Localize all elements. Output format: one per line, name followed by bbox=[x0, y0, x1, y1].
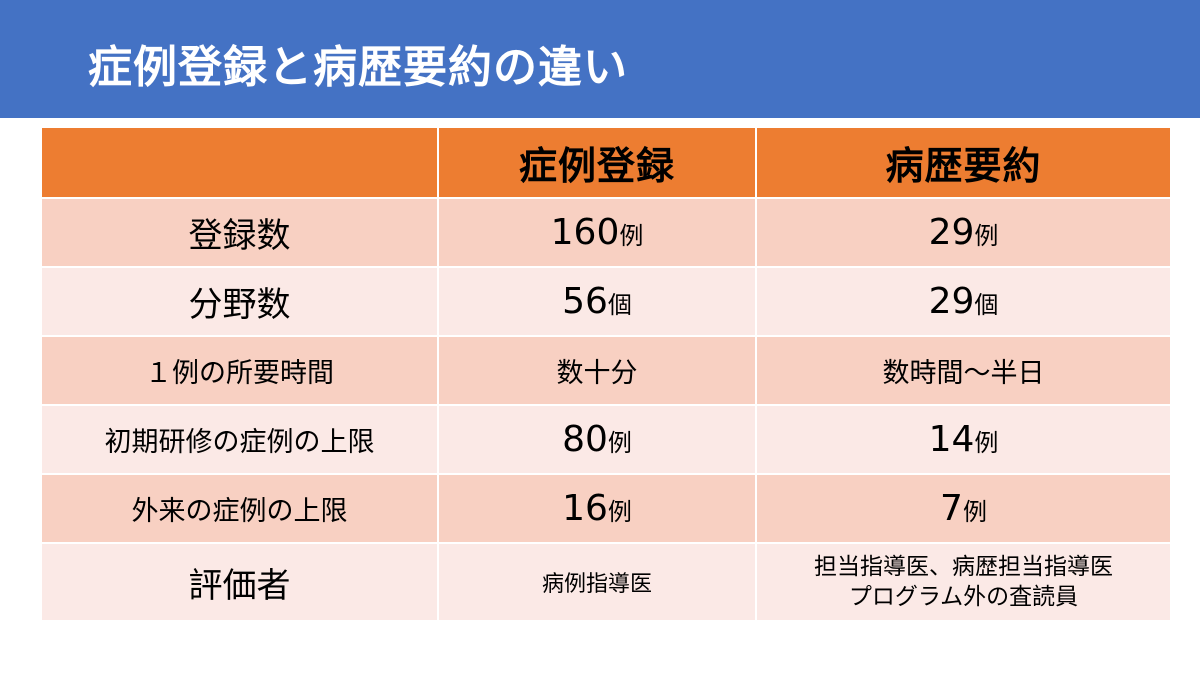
header-cell-case-registration: 症例登録 bbox=[437, 126, 757, 199]
value-unit: 例 bbox=[607, 498, 632, 526]
title-banner: 症例登録と病歴要約の違い bbox=[0, 0, 1200, 118]
table-row: 初期研修の症例の上限 80例 14例 bbox=[40, 404, 1172, 475]
value-unit: 個 bbox=[974, 291, 999, 319]
evaluator-line: プログラム外の査読員 bbox=[848, 584, 1079, 610]
value-unit: 例 bbox=[974, 222, 999, 250]
value-cell: 56個 bbox=[437, 266, 757, 337]
table-row: 評価者 病例指導医 担当指導医、病歴担当指導医 プログラム外の査読員 bbox=[40, 542, 1172, 622]
value-cell: 29例 bbox=[755, 197, 1172, 268]
value-cell: 80例 bbox=[437, 404, 757, 475]
value-number: 14 bbox=[928, 419, 975, 460]
row-label: １例の所要時間 bbox=[40, 335, 439, 406]
value-number: 29 bbox=[928, 212, 975, 253]
table-row: １例の所要時間 数十分 数時間～半日 bbox=[40, 335, 1172, 406]
value-unit: 例 bbox=[619, 222, 644, 250]
table-row: 登録数 160例 29例 bbox=[40, 197, 1172, 268]
value-number: 56 bbox=[562, 281, 608, 322]
value-cell: 29個 bbox=[755, 266, 1172, 337]
table-header-row: 症例登録 病歴要約 bbox=[40, 126, 1172, 199]
row-label: 登録数 bbox=[40, 197, 439, 268]
value-number: 80 bbox=[562, 419, 608, 460]
value-cell: 数十分 bbox=[437, 335, 757, 406]
comparison-table: 症例登録 病歴要約 登録数 160例 29例 分野数 56個 29個 １例の所要… bbox=[40, 126, 1172, 622]
row-label: 評価者 bbox=[40, 542, 439, 622]
value-cell: 数時間～半日 bbox=[755, 335, 1172, 406]
value-number: 16 bbox=[562, 488, 608, 529]
value-number: 29 bbox=[928, 281, 975, 322]
value-unit: 例 bbox=[607, 429, 632, 457]
value-cell: 病例指導医 bbox=[437, 542, 757, 622]
value-cell: 7例 bbox=[755, 473, 1172, 544]
evaluator-line: 担当指導医、病歴担当指導医 bbox=[814, 554, 1113, 580]
value-number: 7 bbox=[940, 488, 963, 529]
value-unit: 個 bbox=[607, 291, 632, 319]
table-row: 外来の症例の上限 16例 7例 bbox=[40, 473, 1172, 544]
value-unit: 例 bbox=[962, 498, 987, 526]
row-label: 外来の症例の上限 bbox=[40, 473, 439, 544]
value-cell: 担当指導医、病歴担当指導医 プログラム外の査読員 bbox=[755, 542, 1172, 622]
value-cell: 14例 bbox=[755, 404, 1172, 475]
value-unit: 例 bbox=[974, 429, 999, 457]
slide-title: 症例登録と病歴要約の違い bbox=[88, 42, 628, 93]
row-label: 分野数 bbox=[40, 266, 439, 337]
table-row: 分野数 56個 29個 bbox=[40, 266, 1172, 337]
row-label: 初期研修の症例の上限 bbox=[40, 404, 439, 475]
value-cell: 160例 bbox=[437, 197, 757, 268]
header-cell-case-summary: 病歴要約 bbox=[755, 126, 1172, 199]
value-cell: 16例 bbox=[437, 473, 757, 544]
header-cell-empty bbox=[40, 126, 439, 199]
value-number: 160 bbox=[550, 212, 620, 253]
